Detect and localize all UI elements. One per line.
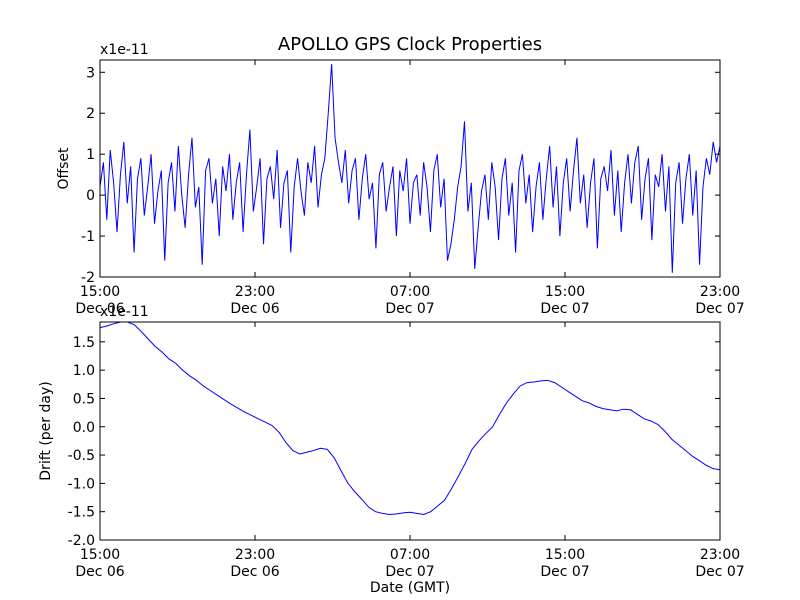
x-tick-label-date: Dec 06 (75, 564, 124, 580)
y-tick-label: -1.5 (68, 505, 95, 521)
y-tick-label: 1.5 (73, 335, 95, 351)
x-tick-label-time: 07:00 (390, 547, 430, 563)
x-tick-label-date: Dec 07 (695, 301, 744, 317)
axis-scale-label: x1e-11 (100, 304, 149, 320)
axis-scale-label: x1e-11 (100, 42, 149, 58)
y-tick-label: 1.0 (73, 363, 95, 379)
x-tick-label-date: Dec 07 (540, 564, 589, 580)
y-tick-label: 3 (86, 65, 95, 81)
x-tick-label-time: 23:00 (235, 284, 275, 300)
x-tick-label-date: Dec 07 (695, 564, 744, 580)
x-tick-label-time: 15:00 (545, 284, 585, 300)
y-tick-label: 0.0 (73, 420, 95, 436)
x-tick-label-time: 23:00 (700, 284, 740, 300)
x-tick-label-time: 23:00 (700, 547, 740, 563)
chart-title: APOLLO GPS Clock Properties (278, 34, 542, 55)
y-tick-label: 0 (86, 188, 95, 204)
x-axis-label: Date (GMT) (370, 580, 450, 596)
y-tick-label: 0.5 (73, 391, 95, 407)
x-tick-label-date: Dec 07 (385, 564, 434, 580)
y-tick-label: -1.0 (68, 476, 95, 492)
y-tick-label: -1 (81, 229, 95, 245)
x-tick-label-time: 07:00 (390, 284, 430, 300)
x-tick-label-date: Dec 07 (540, 301, 589, 317)
y-tick-label: -2 (81, 270, 95, 286)
x-tick-label-date: Dec 06 (230, 564, 279, 580)
y-tick-label: 1 (86, 147, 95, 163)
y-axis-label: Drift (per day) (38, 381, 54, 480)
x-tick-label-time: 15:00 (80, 547, 120, 563)
y-tick-label: 2 (86, 106, 95, 122)
x-tick-label-date: Dec 07 (385, 301, 434, 317)
y-tick-label: -2.0 (68, 533, 95, 549)
x-tick-label-time: 15:00 (80, 284, 120, 300)
x-tick-label-date: Dec 06 (230, 301, 279, 317)
x-tick-label-date: Dec 06 (75, 301, 124, 317)
y-tick-label: -0.5 (68, 448, 95, 464)
series-line-0-0 (100, 64, 720, 273)
x-tick-label-time: 23:00 (235, 547, 275, 563)
series-line-1-0 (100, 322, 720, 516)
x-tick-label-time: 15:00 (545, 547, 585, 563)
y-axis-label: Offset (56, 147, 72, 190)
